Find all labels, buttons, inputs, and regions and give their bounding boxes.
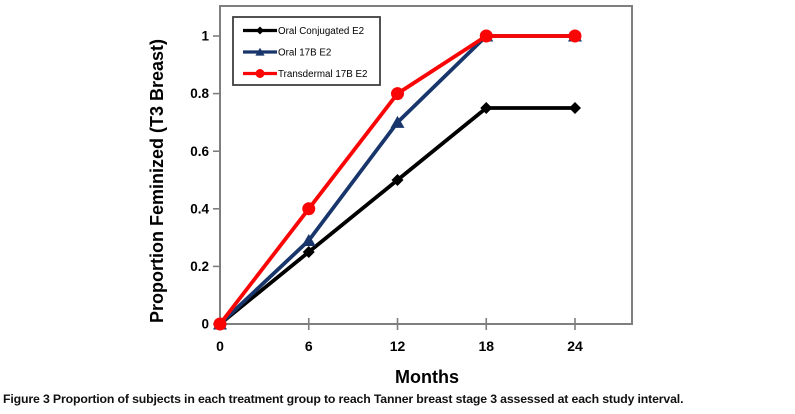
legend-label: Oral 17B E2 [278, 47, 331, 58]
triangle-marker [390, 115, 405, 128]
series-line [218, 106, 577, 326]
x-tick-label: 18 [478, 338, 494, 354]
diamond-marker [256, 26, 264, 35]
x-tick-label: 0 [216, 338, 224, 354]
legend-entry: Transdermal 17B E2 [243, 69, 367, 80]
triangle-marker [301, 233, 316, 246]
y-tick-label: 0.6 [190, 144, 209, 159]
series-layer [213, 29, 582, 331]
diamond-marker [391, 174, 404, 186]
y-tick-label: 0 [201, 317, 209, 332]
triangle-marker [255, 47, 265, 56]
circle-marker [391, 87, 404, 101]
circle-marker [213, 317, 227, 331]
circle-marker [302, 202, 316, 216]
caption-label: Figure 3 [3, 392, 50, 406]
chart-svg: 0 0.2 0.4 0.6 0.8 1 0 6 12 18 24 Oral Conjugated E… [147, 5, 633, 387]
circle-marker [255, 69, 265, 78]
figure-caption: Figure 3 Proportion of subjects in each … [3, 392, 793, 406]
legend-label: Transdermal 17B E2 [278, 69, 367, 80]
y-tick-label: 0.2 [190, 259, 209, 274]
axis-ticks: 0 0.2 0.4 0.6 0.8 1 0 6 12 18 24 [190, 29, 583, 354]
legend-entry: Oral Conjugated E2 [243, 26, 364, 37]
y-tick-label: 0.4 [190, 201, 209, 216]
y-axis-title: Proportion Feminized (T3 Breast) [147, 39, 167, 323]
x-tick-label: 24 [567, 338, 583, 354]
legend-entry: Oral 17B E2 [243, 47, 331, 58]
legend-label: Oral Conjugated E2 [278, 26, 364, 37]
circle-marker [568, 29, 582, 43]
caption-text: Proportion of subjects in each treatment… [52, 392, 684, 406]
y-tick-label: 0.8 [190, 86, 209, 101]
series-circle [213, 29, 582, 331]
x-tick-label: 12 [390, 338, 406, 354]
legend: Oral Conjugated E2 Oral 17B E2 Transdermal… [232, 16, 381, 86]
series-diamond [214, 102, 581, 330]
plot-frame [219, 5, 633, 325]
diamond-marker [302, 246, 315, 258]
x-axis-title: Months [395, 367, 459, 387]
diamond-marker [480, 102, 493, 114]
circle-marker [479, 29, 493, 43]
diamond-marker [569, 102, 581, 114]
y-tick-label: 1 [201, 29, 209, 44]
x-tick-label: 6 [305, 338, 313, 354]
